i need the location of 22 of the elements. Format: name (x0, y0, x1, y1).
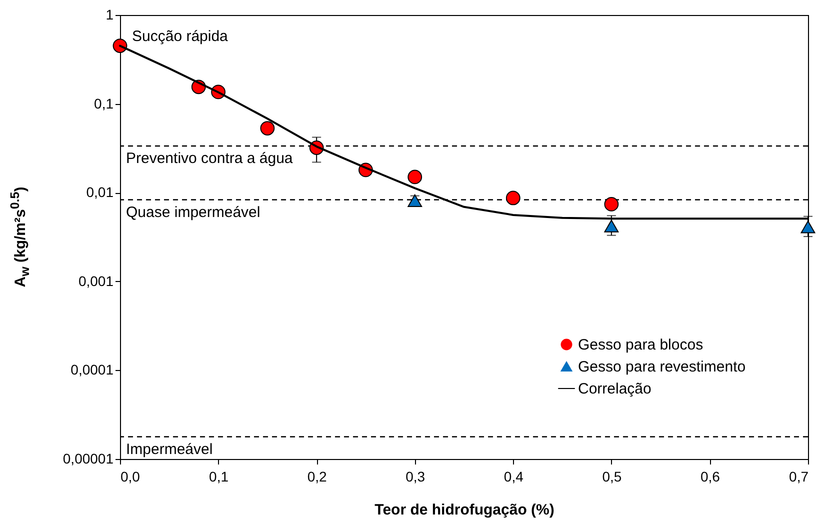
y-tick-label: 1 (106, 6, 114, 22)
x-tick-label: 0,3 (406, 468, 426, 484)
x-tick-label: 0,4 (504, 468, 524, 484)
ref-line-label: Impermeável (126, 440, 213, 458)
legend-label: Gesso para blocos (578, 336, 704, 354)
ref-line-label: Quase impermeável (126, 204, 260, 221)
ref-line-label: Preventivo contra a água (126, 150, 294, 167)
y-tick-label: 0,001 (78, 272, 114, 289)
y-tick-label: 0,0001 (70, 362, 114, 378)
x-tick-label: 0,5 (602, 468, 622, 484)
x-tick-label: 0,2 (307, 468, 328, 484)
y-tick-label: 0,1 (94, 95, 114, 112)
legend-label: Correlação (578, 380, 652, 398)
y-tick-label: 0,01 (86, 184, 114, 200)
annotation: Sucção rápida (132, 28, 229, 45)
x-tick-label: 0,6 (700, 468, 720, 484)
x-tick-label: 0,0 (120, 468, 140, 484)
y-tick-label: 0,00001 (62, 450, 114, 466)
x-tick-label: 0,1 (209, 468, 229, 484)
legend-label: Gesso para revestimento (578, 358, 746, 376)
x-tick-label: 0,7 (789, 468, 809, 484)
x-axis-title: Teor de hidrofugação (%) (374, 502, 554, 518)
